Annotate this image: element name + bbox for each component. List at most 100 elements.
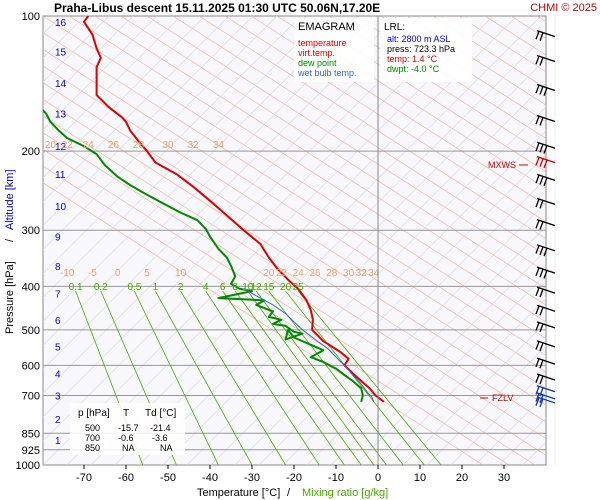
y-axis-label-altitude: Altitude [km] xyxy=(4,169,16,230)
isotherm-line xyxy=(66,16,518,465)
wind-barb xyxy=(535,219,556,230)
isotherm-line xyxy=(282,202,546,465)
isotherm-line xyxy=(90,16,542,465)
altitude-tick-label: 11 xyxy=(55,170,66,181)
isotherm-line xyxy=(43,16,182,155)
lrl-temp: temp: 1.4 °C xyxy=(387,54,438,64)
adiabat-line xyxy=(43,16,546,339)
mixing-ratio-label: 20 xyxy=(280,282,292,293)
mixing-ratio-label: 15 xyxy=(263,282,275,293)
adiabat-line xyxy=(198,16,546,239)
temperature-tick-label: 20 xyxy=(456,472,468,484)
adiabat-line xyxy=(354,16,546,139)
adiabat-label: 34 xyxy=(213,140,225,151)
table-cell: 500 xyxy=(85,423,100,433)
isotherm-line xyxy=(234,154,546,465)
temperature-tick-label: -30 xyxy=(244,472,260,484)
adiabat-label: 20 xyxy=(45,140,57,151)
altitude-tick-label: 16 xyxy=(55,18,67,29)
isotherm-line xyxy=(138,58,546,465)
legend-item-wet-bulb: wet bulb temp. xyxy=(297,68,357,78)
isotherm-line xyxy=(43,16,422,394)
adiabat-line xyxy=(328,16,546,156)
mixing-ratio-label: 1 xyxy=(153,282,159,293)
mxws-label: MXWS xyxy=(488,160,516,170)
wind-barb xyxy=(535,197,556,209)
adiabat-line xyxy=(224,16,546,223)
isotherm-line xyxy=(43,16,446,418)
legend-item-temperature: temperature xyxy=(298,38,347,48)
altitude-tick-label: 12 xyxy=(55,142,67,153)
adiabat-label: 34 xyxy=(368,268,380,279)
adiabat-line xyxy=(43,165,510,465)
adiabat-label: 30 xyxy=(162,140,174,151)
table-cell: -21.4 xyxy=(150,423,171,433)
sounding-table: p [hPa] T Td [°C] 500 -15.7 -21.4 700 -0… xyxy=(70,403,185,455)
lrl-alt: alt: 2800 m ASL xyxy=(387,34,451,44)
adiabat-label: 22 xyxy=(62,140,74,151)
isotherm-line xyxy=(450,369,546,465)
mixing-ratio-line xyxy=(255,290,387,465)
temperature-tick-label: -70 xyxy=(76,472,92,484)
altitude-tick-label: 5 xyxy=(55,343,61,354)
mixing-ratio-label: 0.1 xyxy=(69,282,83,293)
adiabat-line xyxy=(43,32,546,356)
isotherm-line xyxy=(43,16,494,465)
mixing-ratio-label: 10 xyxy=(242,282,254,293)
adiabat-line xyxy=(43,65,546,390)
pressure-tick-label: 925 xyxy=(22,445,40,457)
wind-barb xyxy=(535,54,556,66)
isotherm-line xyxy=(306,226,546,465)
adiabat-label: 30 xyxy=(343,268,355,279)
temperature-tick-label: -20 xyxy=(286,472,302,484)
adiabat-line xyxy=(146,16,546,273)
temperature-tick-label: -10 xyxy=(328,472,344,484)
legend: EMAGRAM temperature virt.temp. dew point… xyxy=(294,18,374,82)
temperature-tick-label: 10 xyxy=(414,472,426,484)
adiabat-line xyxy=(250,16,546,206)
adiabat-line xyxy=(276,16,546,189)
isotherm-line xyxy=(43,16,206,179)
adiabat-label: 32 xyxy=(188,140,200,151)
mixing-ratio-line xyxy=(268,290,404,465)
legend-item-virt-temp: virt.temp. xyxy=(298,48,335,58)
temperature-tick-label: -50 xyxy=(160,472,176,484)
wind-barb xyxy=(535,156,556,169)
isotherm-line xyxy=(43,16,278,250)
fzlv-label: FZLV xyxy=(492,393,513,403)
adiabat-label: 22 xyxy=(276,268,288,279)
wind-barb xyxy=(535,114,556,126)
adiabat-label: 32 xyxy=(356,268,368,279)
isotherm-line xyxy=(186,106,546,465)
pressure-tick-label: 200 xyxy=(22,146,40,158)
adiabat-line xyxy=(43,115,546,440)
table-cell: -0.6 xyxy=(118,433,134,443)
y-axis-label: Pressure [hPa] xyxy=(4,261,16,334)
table-cell: 700 xyxy=(85,433,100,443)
table-header-p: p [hPa] xyxy=(78,408,110,419)
adiabat-label: 28 xyxy=(133,140,145,151)
isotherm-line xyxy=(402,321,546,465)
chart-title: Praha-Libus descent 15.11.2025 01:30 UTC… xyxy=(54,1,380,15)
altitude-tick-label: 4 xyxy=(55,369,61,380)
wind-barb xyxy=(535,266,556,279)
lrl-box: LRL: alt: 2800 m ASL press: 723.3 hPa te… xyxy=(380,18,472,82)
altitude-tick-label: 7 xyxy=(55,290,61,301)
mixing-ratio-label: 4 xyxy=(203,282,209,293)
isotherm-line xyxy=(43,16,398,370)
wind-barb xyxy=(535,357,556,369)
mixing-ratio-label: 8 xyxy=(232,282,238,293)
adiabat-line xyxy=(43,99,546,423)
adiabat-label: 28 xyxy=(326,268,338,279)
altitude-tick-label: 13 xyxy=(55,110,67,121)
altitude-tick-label: 8 xyxy=(55,262,61,273)
mixing-ratio-label: 2 xyxy=(178,282,184,293)
isotherm-line xyxy=(595,16,600,465)
table-cell: 850 xyxy=(85,443,100,453)
copyright-label: CHMI © 2025 xyxy=(530,2,597,14)
pressure-tick-label: 600 xyxy=(22,360,40,372)
isotherm-line xyxy=(571,16,600,465)
lrl-title: LRL: xyxy=(384,22,405,33)
wind-barb xyxy=(535,141,556,154)
adiabat-label: 24 xyxy=(83,140,95,151)
